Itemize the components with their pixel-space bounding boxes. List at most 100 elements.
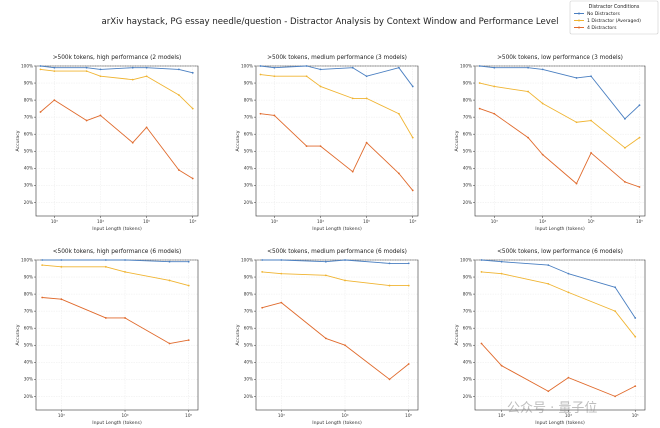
panel-title: <500k tokens, medium performance (6 mode… [267, 249, 407, 255]
data-point [388, 378, 391, 381]
data-point [351, 97, 354, 100]
data-point [280, 259, 283, 261]
y-tick-label: 20% [244, 200, 253, 205]
data-point [624, 181, 626, 183]
y-tick-label: 30% [24, 377, 33, 382]
y-tick-label: 60% [24, 326, 33, 331]
data-point [280, 301, 283, 304]
data-point [319, 85, 322, 88]
y-tick-label: 40% [24, 360, 33, 365]
y-tick-label: 40% [244, 360, 253, 365]
plot-frame [474, 259, 646, 411]
x-tick-label: 10³ [498, 413, 505, 418]
data-point [259, 65, 262, 67]
data-point [624, 146, 626, 149]
data-point [638, 186, 641, 188]
x-tick-label: 10³ [271, 219, 278, 224]
data-point [191, 177, 194, 180]
x-tick-label: 10⁴ [539, 219, 546, 224]
data-point [53, 99, 56, 101]
y-tick-label: 60% [24, 132, 33, 137]
data-point [590, 152, 592, 154]
y-tick-label: 80% [24, 97, 33, 102]
data-point [324, 260, 327, 263]
x-axis-label: Input Length (tokens) [312, 420, 362, 426]
data-point [575, 121, 578, 124]
y-tick-label: 70% [24, 309, 33, 314]
x-tick-label: 10³ [491, 219, 498, 224]
data-point [104, 265, 107, 268]
data-point [547, 390, 550, 393]
data-point [365, 141, 368, 144]
data-point [187, 260, 190, 263]
y-tick-label: 100% [241, 63, 253, 68]
data-point [261, 306, 264, 309]
data-point [124, 271, 126, 273]
y-tick-label: 100% [21, 63, 33, 68]
x-axis-label: Input Length (tokens) [535, 226, 585, 232]
data-point [145, 126, 148, 129]
data-point [60, 298, 63, 301]
data-point [99, 114, 102, 117]
panel-title: <500k tokens, high performance (6 models… [53, 249, 182, 255]
chart-panel-5: 20% 30% 40% 50% 60% 70% 80% 90% 100% 10³ 10⁴ 10⁵ <50… [235, 249, 419, 426]
data-point [575, 77, 578, 79]
data-point [388, 284, 391, 287]
y-tick-label: 30% [463, 183, 472, 188]
data-point [344, 344, 346, 347]
data-point [575, 182, 578, 185]
data-point [638, 104, 641, 107]
data-point [60, 259, 63, 261]
y-tick-label: 20% [24, 394, 33, 399]
data-point [39, 65, 42, 67]
series-line-1 [479, 65, 640, 120]
legend-label-1: No Distractors [587, 11, 620, 17]
data-point [527, 90, 529, 93]
data-point [187, 339, 190, 342]
x-tick-label: 10⁴ [122, 413, 129, 418]
y-tick-label: 70% [463, 309, 472, 314]
data-point [259, 73, 262, 76]
x-tick-label: 10⁵ [143, 219, 150, 224]
data-point [567, 272, 570, 275]
x-tick-label: 10³ [278, 413, 285, 418]
data-point [397, 66, 400, 69]
data-point [500, 364, 503, 367]
data-point [411, 85, 414, 88]
data-point [407, 262, 410, 265]
y-tick-label: 70% [24, 115, 33, 120]
watermark: 公众号 · 量子位 [507, 401, 597, 416]
data-point [500, 260, 503, 263]
chart-panel-4: 20% 30% 40% 50% 60% 70% 80% 90% 100% 10³ 10⁴ 10⁵ <50… [15, 249, 199, 426]
x-tick-label: 10⁵ [405, 413, 412, 418]
data-point [590, 119, 592, 122]
data-point [351, 66, 354, 69]
y-tick-label: 90% [24, 274, 33, 279]
x-tick-label: 10⁵ [632, 413, 639, 418]
data-point [407, 284, 410, 287]
y-tick-label: 50% [24, 149, 33, 154]
data-point [365, 97, 368, 100]
data-point [541, 102, 544, 105]
data-point [527, 136, 529, 139]
data-point [85, 70, 88, 73]
data-point [567, 291, 570, 294]
x-tick-label: 10⁶ [636, 219, 643, 224]
data-point [624, 117, 626, 120]
data-point [280, 272, 283, 275]
legend-box [569, 0, 659, 35]
y-tick-label: 30% [463, 377, 472, 382]
series-line-1 [262, 259, 409, 264]
data-point [541, 153, 544, 156]
data-point [567, 376, 570, 379]
y-axis-label: Accuracy [235, 324, 241, 345]
plot-frame [255, 259, 419, 411]
y-tick-label: 60% [244, 326, 253, 331]
data-point [493, 66, 496, 69]
x-axis-label: Input Length (tokens) [92, 226, 142, 232]
data-point [344, 259, 346, 261]
data-point [478, 65, 481, 67]
data-point [145, 66, 148, 69]
y-tick-label: 90% [244, 274, 253, 279]
